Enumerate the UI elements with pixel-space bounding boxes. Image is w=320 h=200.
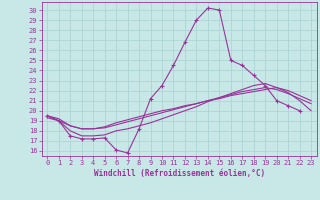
X-axis label: Windchill (Refroidissement éolien,°C): Windchill (Refroidissement éolien,°C) <box>94 169 265 178</box>
